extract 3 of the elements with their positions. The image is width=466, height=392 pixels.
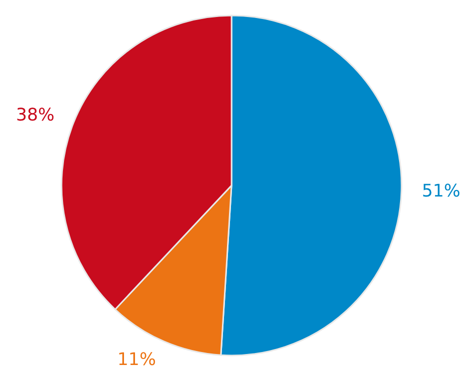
data-label: 11% bbox=[117, 350, 156, 370]
data-label: 51% bbox=[422, 181, 460, 202]
data-label: 38% bbox=[16, 105, 55, 126]
